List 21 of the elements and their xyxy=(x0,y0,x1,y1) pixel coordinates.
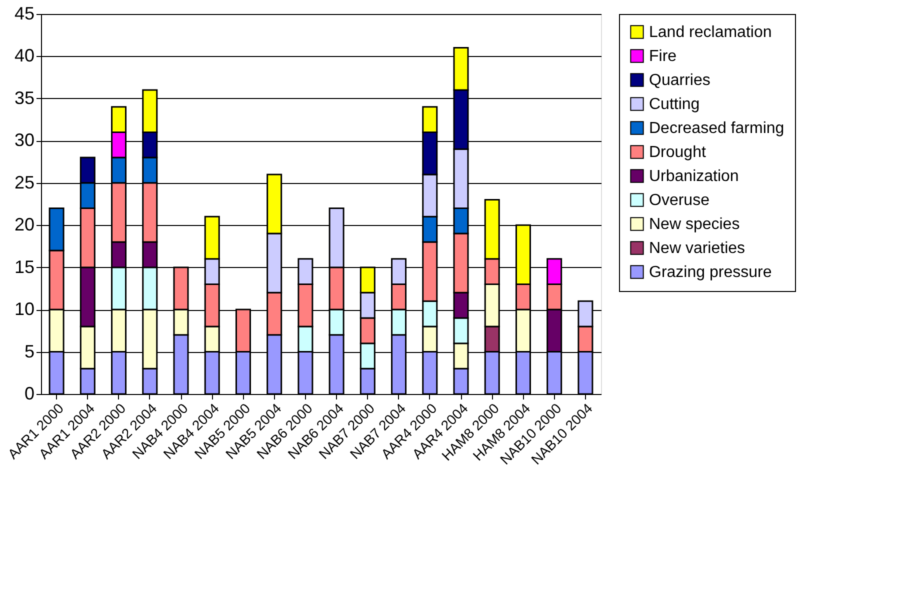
legend-label: New species xyxy=(649,216,740,233)
y-tick-label: 40 xyxy=(14,46,34,66)
y-tick-label: 25 xyxy=(14,172,34,192)
y-tick-label: 0 xyxy=(24,384,34,404)
y-tick-label: 20 xyxy=(14,214,34,235)
y-tick-label: 35 xyxy=(14,88,34,108)
y-tick-label: 30 xyxy=(14,130,34,150)
legend-label: Overuse xyxy=(649,192,710,209)
y-tick-label: 5 xyxy=(24,341,34,362)
legend-label: Decreased farming xyxy=(649,120,784,137)
legend-label: Urbanization xyxy=(649,168,739,185)
legend-label: Quarries xyxy=(649,72,710,89)
y-tick-label: 10 xyxy=(14,299,34,320)
legend-label: Grazing pressure xyxy=(649,264,772,281)
legend-label: New varieties xyxy=(649,240,746,257)
legend-label: Land reclamation xyxy=(649,24,772,41)
y-tick-label: 45 xyxy=(14,4,34,24)
legend-label: Fire xyxy=(649,48,677,65)
legend-label: Cutting xyxy=(649,96,700,113)
legend-label: Drought xyxy=(649,144,706,161)
y-tick-label: 15 xyxy=(14,256,34,277)
